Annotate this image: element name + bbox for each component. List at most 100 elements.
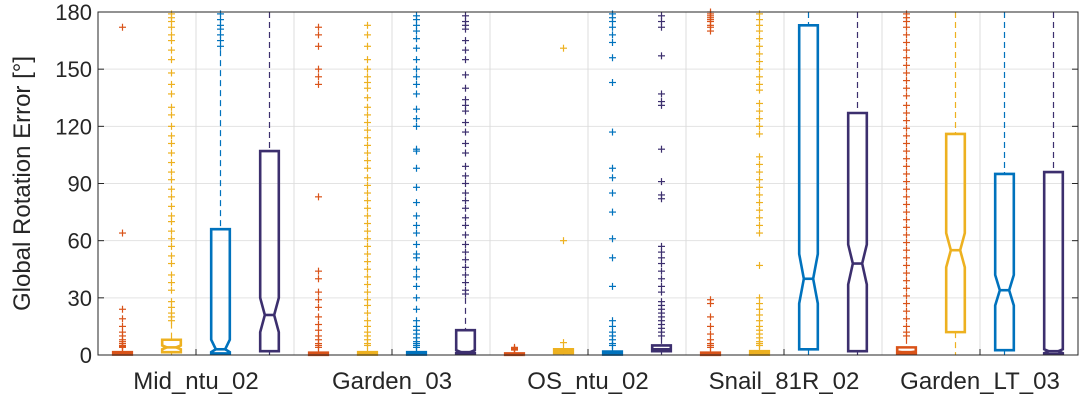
outlier-point xyxy=(756,107,763,115)
outlier-point xyxy=(364,94,371,102)
outlier-point xyxy=(168,252,175,260)
outlier-point xyxy=(364,149,371,157)
outlier-point xyxy=(462,197,469,205)
outlier-point xyxy=(168,23,175,31)
outlier-point xyxy=(903,139,910,147)
outlier-point xyxy=(315,80,322,88)
outlier-point xyxy=(168,56,175,64)
outlier-point xyxy=(413,273,420,281)
outlier-point xyxy=(609,174,616,182)
outlier-point xyxy=(903,223,910,231)
outlier-point xyxy=(364,301,371,309)
outlier-point xyxy=(658,275,665,283)
outlier-point xyxy=(168,227,175,235)
outlier-point xyxy=(462,214,469,222)
outlier-point xyxy=(364,134,371,142)
outlier-point xyxy=(462,25,469,33)
outlier-point xyxy=(168,90,175,98)
outlier-point xyxy=(364,111,371,119)
outlier-point xyxy=(315,343,322,351)
box-2-4 xyxy=(454,12,477,356)
x-tick-label: Garden_LT_03 xyxy=(900,368,1060,395)
outlier-point xyxy=(903,246,910,254)
outlier-point xyxy=(364,31,371,39)
outlier-point xyxy=(462,204,469,212)
box-3-1 xyxy=(503,343,526,357)
box-1-3 xyxy=(209,10,232,355)
outlier-point xyxy=(364,258,371,266)
outlier-point xyxy=(462,71,469,79)
box-body xyxy=(895,346,918,356)
outlier-point xyxy=(168,132,175,140)
box-body xyxy=(650,344,673,353)
outlier-point xyxy=(315,267,322,275)
outlier-point xyxy=(413,305,420,313)
outlier-point xyxy=(364,126,371,134)
outlier-point xyxy=(903,46,910,54)
outlier-point xyxy=(119,305,126,313)
outlier-point xyxy=(168,242,175,250)
outlier-point xyxy=(707,322,714,330)
outlier-point xyxy=(658,267,665,275)
outlier-point xyxy=(903,117,910,125)
outlier-point xyxy=(903,193,910,201)
outlier-point xyxy=(413,164,420,172)
box-3-4 xyxy=(650,12,673,355)
outlier-point xyxy=(609,128,616,136)
outlier-point xyxy=(903,269,910,277)
outlier-point xyxy=(462,46,469,54)
outlier-point xyxy=(168,103,175,111)
outlier-point xyxy=(903,101,910,109)
outlier-point xyxy=(707,343,714,351)
outlier-point xyxy=(413,73,420,81)
outlier-point xyxy=(560,237,567,245)
outlier-point xyxy=(364,288,371,296)
outlier-point xyxy=(903,23,910,31)
box-body xyxy=(993,172,1016,352)
outlier-point xyxy=(756,191,763,199)
outlier-point xyxy=(413,240,420,248)
box-2-2 xyxy=(356,21,379,356)
outlier-point xyxy=(364,21,371,29)
outlier-point xyxy=(364,250,371,258)
y-tick-label: 0 xyxy=(80,343,92,368)
outlier-point xyxy=(462,290,469,298)
outlier-point xyxy=(609,164,616,172)
outlier-point xyxy=(413,80,420,88)
outlier-point xyxy=(609,254,616,262)
outlier-point xyxy=(903,239,910,247)
outlier-point xyxy=(903,300,910,308)
outlier-point xyxy=(364,265,371,273)
box-body xyxy=(405,350,428,356)
box-body xyxy=(209,227,232,355)
x-tick-label: Snail_81R_02 xyxy=(709,368,860,395)
outlier-point xyxy=(168,46,175,54)
outlier-point xyxy=(511,346,518,354)
outlier-point xyxy=(413,105,420,113)
outlier-point xyxy=(413,44,420,52)
outlier-point xyxy=(168,168,175,176)
box-2-3 xyxy=(405,12,428,356)
outlier-point xyxy=(658,260,665,268)
outlier-point xyxy=(462,231,469,239)
outlier-point xyxy=(413,212,420,220)
outlier-point xyxy=(413,147,420,155)
outlier-point xyxy=(413,122,420,130)
outlier-point xyxy=(462,149,469,157)
outlier-point xyxy=(756,27,763,35)
outlier-point xyxy=(364,119,371,127)
outlier-point xyxy=(413,27,420,35)
outlier-point xyxy=(413,35,420,43)
outlier-point xyxy=(756,229,763,237)
y-tick-label: 30 xyxy=(68,286,92,311)
outlier-point xyxy=(168,235,175,243)
outlier-point xyxy=(413,183,420,191)
outlier-point xyxy=(756,168,763,176)
outlier-point xyxy=(364,174,371,182)
outlier-point xyxy=(462,256,469,264)
outlier-point xyxy=(756,65,763,73)
outlier-point xyxy=(462,128,469,136)
outlier-point xyxy=(756,122,763,130)
outlier-point xyxy=(168,159,175,167)
